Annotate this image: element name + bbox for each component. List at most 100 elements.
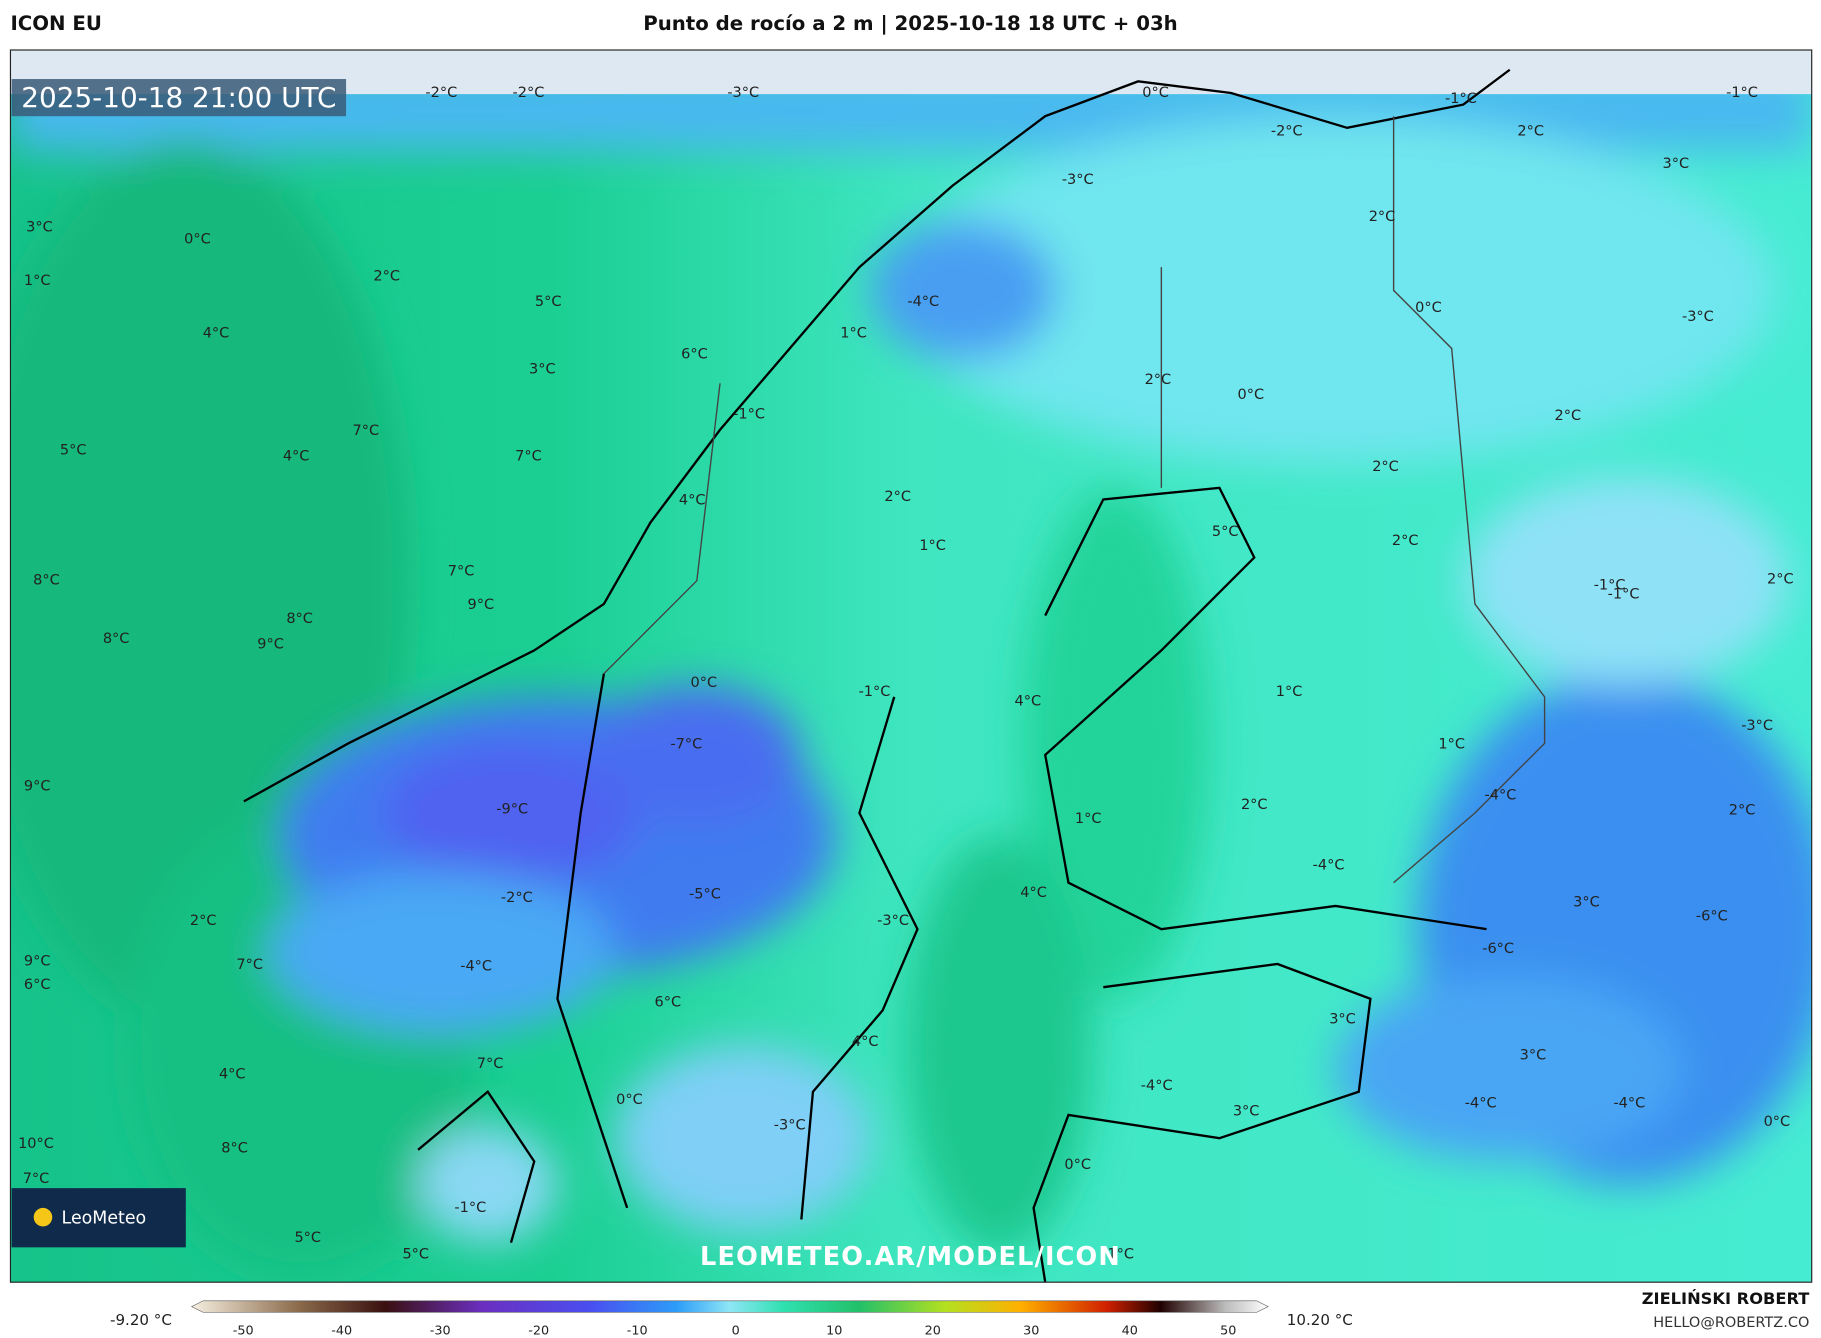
- temperature-label: 2°C: [190, 913, 217, 929]
- temperature-label: 7°C: [23, 1171, 50, 1187]
- temperature-label: 4°C: [219, 1066, 246, 1082]
- temperature-label: 3°C: [529, 361, 556, 377]
- temperature-label: 1°C: [840, 325, 867, 341]
- colorbar-tick-label: -30: [430, 1323, 451, 1338]
- temperature-label: -4°C: [907, 294, 939, 310]
- temperature-label: -5°C: [689, 886, 721, 902]
- temperature-label: 1°C: [1075, 811, 1102, 827]
- colorbar-ticks: -50 -40 -30 -20 -10 0 10 20 30 40 50: [233, 1323, 1237, 1338]
- temperature-label: 3°C: [1663, 156, 1690, 172]
- temperature-label: 0°C: [690, 675, 717, 691]
- temperature-label: 6°C: [681, 346, 708, 362]
- temperature-label: -1°C: [1445, 91, 1477, 107]
- temperature-label: 7°C: [515, 448, 542, 464]
- timestamp: 2025-10-18 21:00 UTC: [21, 81, 336, 114]
- temperature-label: 8°C: [286, 611, 313, 627]
- timestamp-box: [11, 79, 347, 117]
- temperature-label: 5°C: [402, 1246, 429, 1262]
- colorbar-tick-label: 40: [1122, 1323, 1138, 1338]
- map-frame: [9, 49, 1813, 1283]
- temperature-label: -1°C: [859, 684, 891, 700]
- temperature-label: -1°C: [1594, 577, 1626, 593]
- temperature-label: 2°C: [1241, 797, 1268, 813]
- temperature-label: 3°C: [1233, 1103, 1260, 1119]
- email: HELLO@ROBERTZ.CO: [1653, 1315, 1809, 1331]
- temperature-label: 1°C: [1107, 1246, 1134, 1262]
- temperature-label: -3°C: [877, 913, 909, 929]
- temperature-label: 3°C: [1329, 1012, 1356, 1028]
- temperature-label: -7°C: [670, 736, 702, 752]
- temperature-label: -2°C: [425, 85, 457, 101]
- temperature-label: 0°C: [1415, 300, 1442, 316]
- temperature-label: 0°C: [616, 1092, 643, 1108]
- temperature-label: 4°C: [1014, 694, 1041, 710]
- temperature-label: -3°C: [727, 85, 759, 101]
- temperature-label: 1°C: [919, 538, 946, 554]
- temperature-label: 6°C: [24, 977, 51, 993]
- temperature-label: 2°C: [1555, 408, 1582, 424]
- temperature-label: 8°C: [103, 631, 130, 647]
- temperature-label: 4°C: [1020, 885, 1047, 901]
- temperature-label: 5°C: [294, 1230, 321, 1246]
- temperature-label: 2°C: [1729, 803, 1756, 819]
- author: ZIELIŃSKI ROBERT: [1642, 1289, 1810, 1308]
- temperature-label: 5°C: [1212, 524, 1239, 540]
- temperature-label: 7°C: [477, 1056, 504, 1072]
- temperature-label: 2°C: [1767, 572, 1794, 588]
- temperature-label: 5°C: [535, 294, 562, 310]
- temperature-label: 0°C: [1142, 85, 1169, 101]
- colorbar-tick-label: 30: [1023, 1323, 1039, 1338]
- colorbar-tick-label: -10: [627, 1323, 648, 1338]
- temperature-label: 6°C: [654, 994, 681, 1010]
- temperature-label: 0°C: [1064, 1157, 1091, 1173]
- colorbar-tick-label: 20: [925, 1323, 941, 1338]
- temperature-label: 2°C: [1145, 372, 1172, 388]
- temperature-label: 9°C: [257, 637, 284, 653]
- temperature-label: 4°C: [283, 448, 310, 464]
- temperature-label: 7°C: [236, 957, 263, 973]
- temperature-label: 4°C: [679, 493, 706, 509]
- map-area: -2°C -2°C -3°C 0°C -1°C -1°C-2°C 2°C3°C-3°C3°C…: [10, 49, 1812, 1283]
- map-title: Punto de rocío a 2 m | 2025-10-18 18 UTC…: [643, 12, 1177, 35]
- temperature-label: -1°C: [1726, 85, 1758, 101]
- model-name: ICON EU: [10, 12, 101, 35]
- temperature-label: -4°C: [1613, 1095, 1645, 1111]
- temperature-label: 7°C: [448, 563, 475, 579]
- temperature-label: 3°C: [26, 220, 53, 236]
- temperature-label: 2°C: [884, 489, 911, 505]
- colorbar-tick-label: -20: [528, 1323, 549, 1338]
- temperature-label: 10°C: [18, 1136, 54, 1152]
- temperature-label: -4°C: [1141, 1078, 1173, 1094]
- temperature-label: 8°C: [33, 573, 60, 589]
- temperature-label: -4°C: [460, 958, 492, 974]
- logo-sun: [33, 1207, 53, 1227]
- colorbar-tick-label: -40: [331, 1323, 352, 1338]
- temperature-label: 2°C: [1372, 459, 1399, 475]
- coastlines: [243, 68, 1511, 1283]
- temperature-label: 4°C: [203, 325, 230, 341]
- temperature-labels: -2°C -2°C -3°C 0°C -1°C -1°C-2°C 2°C3°C-3°C3°C…: [18, 85, 1794, 1262]
- temperature-label: -2°C: [1271, 123, 1303, 139]
- temperature-label: 8°C: [221, 1141, 248, 1157]
- temperature-label: 2°C: [1392, 533, 1419, 549]
- temperature-label: -6°C: [1482, 941, 1514, 957]
- temperature-label: 0°C: [1237, 387, 1264, 403]
- temperature-label: 9°C: [467, 597, 494, 613]
- temperature-label: 3°C: [1520, 1048, 1547, 1064]
- colorbar-min: -9.20 °C: [110, 1311, 172, 1329]
- temperature-label: -9°C: [496, 802, 528, 818]
- temperature-label: 2°C: [1517, 123, 1544, 139]
- temperature-label: 1°C: [1276, 684, 1303, 700]
- colorbar-tick-label: 50: [1220, 1323, 1236, 1338]
- temperature-label: 1°C: [1438, 736, 1465, 752]
- temperature-label: 3°C: [1573, 894, 1600, 910]
- colorbar-tick-label: 10: [826, 1323, 842, 1338]
- temperature-label: -3°C: [1682, 309, 1714, 325]
- temperature-label: 9°C: [24, 778, 51, 794]
- colorbar: [190, 1300, 1269, 1313]
- temperature-label: 2°C: [1369, 209, 1396, 225]
- colorbar-tick-label: 0: [732, 1323, 740, 1338]
- temperature-label: 5°C: [60, 443, 87, 459]
